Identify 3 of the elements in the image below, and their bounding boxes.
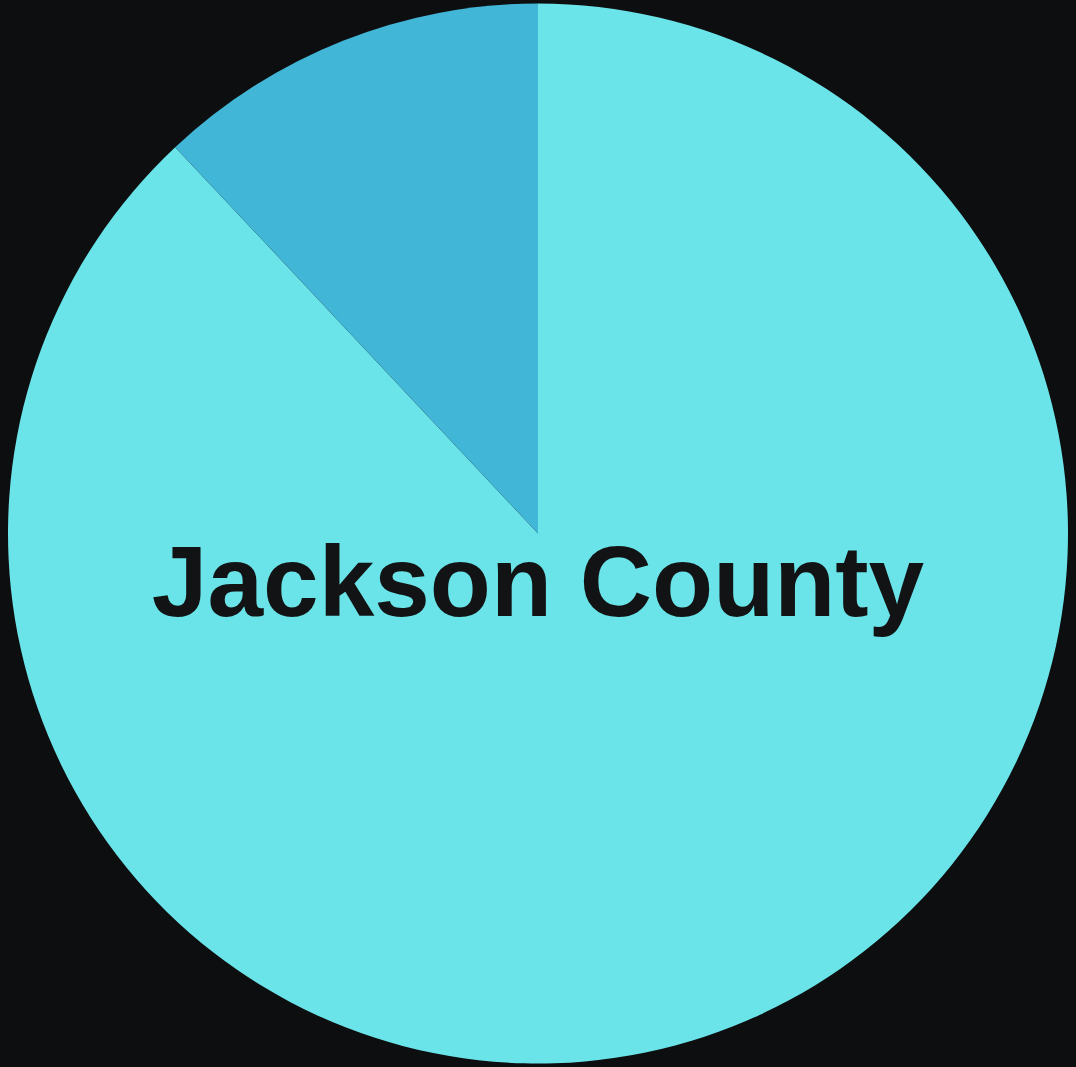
pie-slice [8, 3, 1068, 1063]
pie-slice [175, 3, 538, 534]
text: Jackson County [151, 524, 925, 637]
